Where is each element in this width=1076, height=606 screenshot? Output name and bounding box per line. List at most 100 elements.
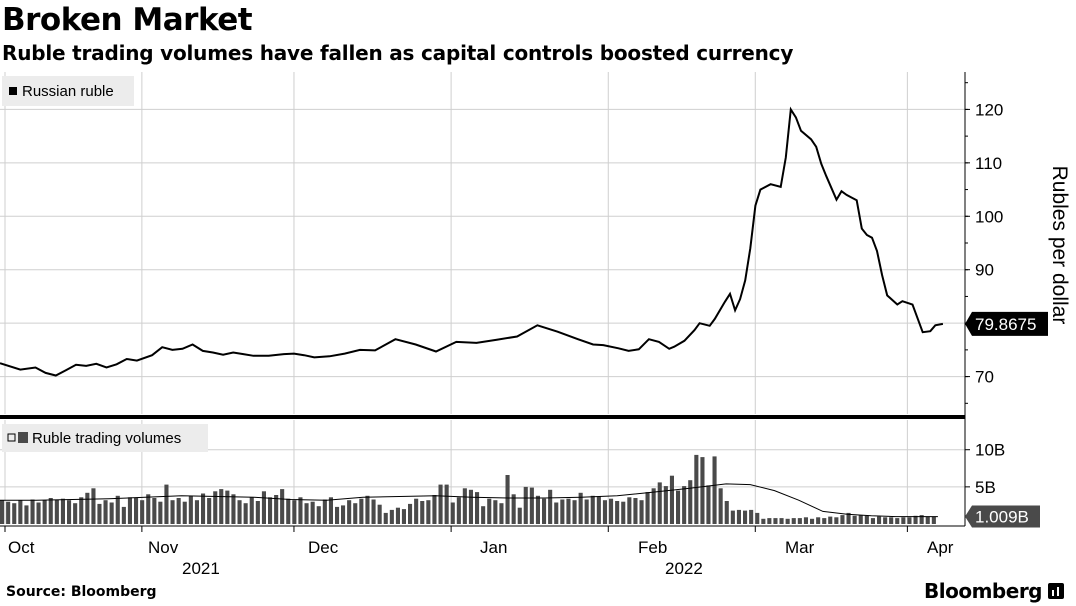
volume-bars [0,454,936,524]
volume-bar [858,515,863,524]
x-tick-label-oct: Oct [8,538,35,557]
volume-bar [870,518,875,524]
volume-bar [487,498,492,524]
volume-bar [669,475,674,524]
volume-bar [414,498,419,524]
volume-bar [481,506,486,524]
volume-bar [517,507,522,524]
legend-russian-ruble: Russian ruble [2,76,134,106]
volume-bar [834,517,839,524]
volume-bar [60,498,65,524]
volume-bar [730,510,735,524]
legend-background [2,424,208,452]
volume-bar [724,501,729,524]
volume-bar [0,500,5,524]
legend-trading-volumes: Ruble trading volumes [2,424,208,452]
volume-bar [328,497,333,524]
volume-bar [554,502,559,524]
volume-bar [12,503,17,524]
volume-bar [383,512,388,524]
volume-bar [572,500,577,524]
volume-bar [822,518,827,524]
volume-bar [767,518,772,524]
volume-bar [140,500,145,524]
volume-bar [529,487,534,524]
volume-bar [322,499,327,524]
volume-bar [18,500,23,524]
volume-bar [158,501,163,524]
volume-bar [615,501,620,524]
volume-bar [596,496,601,524]
volume-bar [694,454,699,524]
volume-bar [371,499,376,524]
volume-bar [274,495,279,524]
top-y-axis-ticks: 70 90 100 110 120 [965,82,1003,404]
volume-bar [310,501,315,524]
volume-bar [401,509,406,524]
volume-bar [316,506,321,524]
volume-bar [456,497,461,524]
volume-bar [602,500,607,524]
volume-bar [761,518,766,524]
volume-bar [365,495,370,524]
legend-swatch-line [9,87,17,95]
volume-bar [907,517,912,524]
volume-bar [505,475,510,524]
volume-bar [785,518,790,524]
volume-bar [237,500,242,524]
volume-bar [462,488,467,524]
volume-bar [877,516,882,524]
y-tick-label: 120 [975,100,1003,119]
volume-bar [176,498,181,524]
volume-bar [803,517,808,524]
volume-bar [468,489,473,524]
last-value-label-ruble: 79.8675 [965,311,1048,336]
top-panel-grid [0,72,965,414]
volume-bar [913,515,918,524]
volume-bar [219,489,224,524]
volume-bar [73,503,78,524]
volume-bar [828,516,833,524]
volume-bar [268,497,273,524]
volume-bar [286,498,291,524]
volume-bar [706,485,711,524]
volume-bar [115,495,120,524]
volume-bar [852,515,857,524]
legend-swatch-avg [7,433,16,442]
volume-bar [566,498,571,524]
x-tick-label-jan: Jan [480,538,507,557]
volume-bar [840,515,845,524]
volume-bar [846,512,851,524]
volume-bar [207,498,212,524]
y-tick-label: 100 [975,207,1003,226]
volume-bar [389,509,394,524]
volume-bar [127,497,132,524]
volume-bar [475,492,480,524]
volume-bar [542,498,547,524]
volume-bar [450,502,455,524]
volume-bar [341,505,346,524]
x-tick-label-nov: Nov [148,538,179,557]
volume-bar [109,502,114,524]
x-tick-label-feb: Feb [638,538,667,557]
volume-bar [292,500,297,524]
y-tick-label: 5B [975,478,996,497]
volume-bar [883,517,888,524]
volume-bar [194,500,199,524]
x-year-label-2022: 2022 [665,559,703,578]
volume-bar [6,501,11,524]
volume-bar [438,484,443,524]
source-note: Source: Bloomberg [6,584,157,600]
volume-moving-average-line [0,483,938,518]
volume-bar [432,495,437,524]
volume-bar [261,491,266,524]
volume-bar [347,500,352,524]
volume-bar [54,499,59,524]
volume-bar [91,488,96,524]
volume-bar [700,457,705,524]
volume-bar [523,486,528,524]
volume-bar [925,516,930,524]
volume-bar [657,482,662,524]
volume-bar [79,497,84,524]
